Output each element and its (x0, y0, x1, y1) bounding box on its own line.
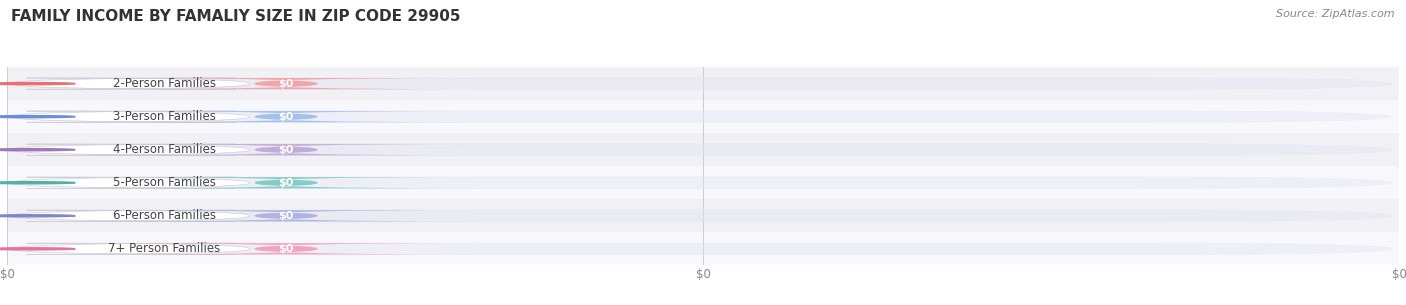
Bar (7, 67, 1399, 100)
FancyBboxPatch shape (13, 144, 249, 155)
FancyBboxPatch shape (94, 111, 478, 122)
Text: 6-Person Families: 6-Person Families (112, 209, 215, 222)
Text: 2-Person Families: 2-Person Families (112, 77, 215, 90)
FancyBboxPatch shape (13, 210, 249, 221)
Text: $0: $0 (278, 178, 294, 188)
Text: $0: $0 (278, 112, 294, 122)
Text: FAMILY INCOME BY FAMALIY SIZE IN ZIP CODE 29905: FAMILY INCOME BY FAMALIY SIZE IN ZIP COD… (11, 9, 461, 24)
Text: $0: $0 (278, 145, 294, 155)
FancyBboxPatch shape (94, 177, 478, 188)
Circle shape (0, 83, 76, 85)
FancyBboxPatch shape (13, 78, 249, 89)
FancyBboxPatch shape (94, 144, 478, 155)
Bar (7, 100, 1399, 133)
Text: $0: $0 (278, 211, 294, 221)
FancyBboxPatch shape (13, 242, 1393, 255)
Circle shape (0, 248, 76, 250)
Text: $0: $0 (278, 79, 294, 89)
Bar (7, 232, 1399, 265)
FancyBboxPatch shape (13, 77, 1393, 90)
FancyBboxPatch shape (13, 177, 1393, 189)
FancyBboxPatch shape (13, 177, 249, 188)
Bar (7, 133, 1399, 166)
Text: Source: ZipAtlas.com: Source: ZipAtlas.com (1277, 9, 1395, 19)
FancyBboxPatch shape (94, 78, 478, 89)
Text: $0: $0 (278, 244, 294, 254)
Text: 7+ Person Families: 7+ Person Families (108, 242, 221, 255)
FancyBboxPatch shape (13, 111, 249, 122)
Circle shape (0, 116, 76, 118)
FancyBboxPatch shape (13, 243, 249, 254)
Bar (7, 199, 1399, 232)
Circle shape (0, 182, 76, 184)
Circle shape (0, 149, 76, 151)
FancyBboxPatch shape (94, 243, 478, 254)
Circle shape (0, 215, 76, 217)
Text: 5-Person Families: 5-Person Families (112, 176, 215, 189)
Text: 4-Person Families: 4-Person Families (112, 143, 215, 156)
Text: 3-Person Families: 3-Person Families (112, 110, 215, 123)
FancyBboxPatch shape (13, 110, 1393, 123)
FancyBboxPatch shape (94, 210, 478, 221)
Bar (7, 166, 1399, 199)
FancyBboxPatch shape (13, 143, 1393, 156)
FancyBboxPatch shape (13, 210, 1393, 222)
